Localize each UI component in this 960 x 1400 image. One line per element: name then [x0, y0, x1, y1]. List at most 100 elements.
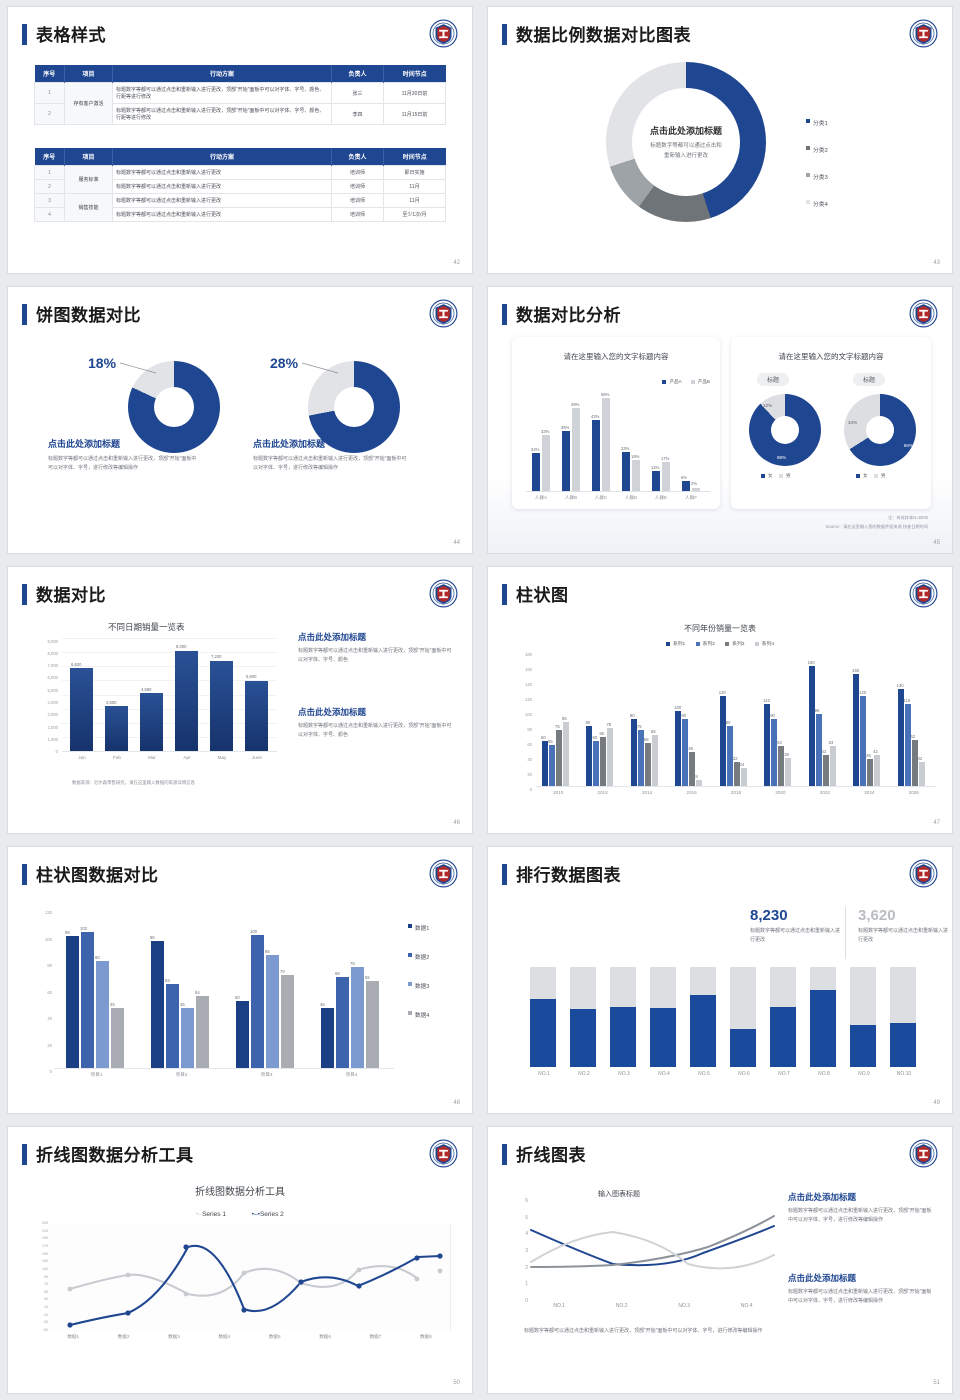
action-plan-table-2[interactable]: 序号 项目 行动方案 负责人 时间节点 1 服务标准 标题数字等都可以通过点击和… — [34, 148, 446, 222]
chart-legend: 分类1 分类2 分类3 分类4 — [806, 112, 828, 211]
legend-item[interactable]: 数据4 — [408, 1004, 429, 1022]
bar — [366, 981, 379, 1068]
slide-header: 数据比例数据对比图表 — [502, 19, 938, 51]
slide-45[interactable]: 数据对比分析 请在这里输入您的文字标题内容 产品A 产品B — [487, 286, 953, 554]
ranking-bar-track — [570, 967, 596, 1067]
bar — [682, 718, 689, 786]
card-title: 请在这里输入您的文字标题内容 — [778, 352, 884, 361]
table-row[interactable]: 1 服务标准 标题数字等都可以通过点击和重新输入进行更改 培训师 即日实施 — [34, 165, 446, 194]
bar — [166, 984, 179, 1068]
bar-value: 8,000 — [176, 644, 187, 650]
y-tick: 160 — [525, 667, 532, 672]
slide-49[interactable]: 排行数据图表 8,230 标题数字等都可以通过点击和重新输入进行更改 3,620 — [487, 846, 953, 1114]
bar — [740, 768, 747, 786]
y-tick: 180 — [525, 652, 532, 657]
slide-42[interactable]: 表格样式 序号 项目 行动方案 负责人 — [7, 6, 473, 274]
slide-44[interactable]: 饼图数据对比 18% 点击此处添加标题 标题数字等都可以通过点击和重新输入进行更… — [7, 286, 473, 554]
y-tick: 150 — [42, 1251, 48, 1256]
y-tick: 120 — [45, 910, 52, 915]
bar — [245, 680, 268, 751]
legend-item[interactable]: 分类4 — [806, 193, 828, 211]
slide-50[interactable]: 折线图数据分析工具 折线图数据分析工具 •–Series 1 •–•Series… — [7, 1126, 473, 1394]
bar-value: 22% — [531, 447, 540, 452]
bar-value: 90 — [629, 712, 635, 718]
cell-owner: 培训师 — [331, 165, 384, 180]
y-tick: 100 — [45, 937, 52, 942]
slide-header: 柱状图数据对比 — [22, 859, 458, 891]
category-label: NO.6 — [738, 1071, 750, 1077]
category-label: 数据4 — [218, 1334, 231, 1339]
bar — [662, 462, 670, 491]
bar-value: 62 — [910, 733, 916, 739]
legend-marker-series2: •–• — [251, 1211, 260, 1218]
bar — [897, 688, 904, 786]
badge-1: 标题 — [757, 373, 790, 386]
side-heading-1: 点击此处添加标题 — [788, 1192, 857, 1202]
ranking-bar-fill — [770, 1007, 796, 1067]
bar — [652, 471, 660, 491]
y-tick: 40 — [527, 757, 532, 762]
page-number: 42 — [453, 260, 460, 266]
legend-swatch-icon — [408, 952, 412, 957]
bar — [542, 435, 550, 491]
pie-heading-2: 点击此处添加标题 — [253, 439, 326, 449]
stat-divider — [845, 907, 846, 959]
ranking-bar-track — [530, 967, 556, 1067]
line-category-axis: 数据1 数据2 数据3 数据4 数据5 数据6 数据7 数据8 — [48, 1334, 451, 1344]
bar — [815, 714, 822, 786]
legend-swatch-icon — [662, 379, 667, 384]
cell-no: 4 — [34, 207, 65, 222]
slide-47[interactable]: 柱状图 不同年份销量一览表 系列1 系列2 系列3 系列4 0 — [487, 566, 953, 834]
page-number: 47 — [933, 820, 940, 826]
page-title: 数据对比 — [36, 586, 106, 605]
bar-value: 90 — [770, 712, 775, 718]
bar-category-axis: 项目1 项目2 项目3 项目4 — [54, 1072, 394, 1082]
legend-item[interactable]: 数据1 — [408, 917, 429, 935]
legend-item[interactable]: 分类3 — [806, 166, 828, 184]
table-row[interactable]: 2 标题数字等都可以通过点击和重新输入进行更改，顶部“开始”面板中可以对字体、字… — [34, 103, 446, 125]
legend-item[interactable]: 数据2 — [408, 946, 429, 964]
legend-item[interactable]: 分类2 — [806, 139, 828, 157]
bar — [719, 696, 726, 786]
y-axis: 0 1,000 2,000 3,000 4,000 5,000 6,000 7,… — [26, 639, 60, 760]
th-plan: 行动方案 — [112, 65, 332, 83]
slide-46[interactable]: 数据对比 不同日期销量一览表 0 1,000 2,000 3,000 4,000 — [7, 566, 473, 834]
bar-value: 120 — [718, 690, 726, 695]
cell-no: 2 — [34, 103, 65, 125]
table-row[interactable]: 3 销售技能 标题数字等都可以通过点击和重新输入进行更改 培训师 11月 — [34, 193, 446, 222]
category-label: Apr — [183, 755, 191, 760]
legend-item[interactable]: 数据3 — [408, 975, 429, 993]
bar-value: 55 — [548, 738, 553, 744]
action-plan-table-1[interactable]: 序号 项目 行动方案 负责人 时间节点 1 存有客户激活 标题数字等都可以通过点… — [34, 65, 446, 125]
slice-value: 66% — [903, 443, 913, 448]
legend-label: 系列3 — [732, 642, 745, 647]
y-tick: 80 — [47, 963, 52, 968]
donut-left: 12% 88% — [749, 394, 821, 466]
ranking-bar-track — [730, 967, 756, 1067]
cell-plan: 标题数字等都可以通过点击和重新输入进行更改 — [112, 165, 332, 180]
title-accent-bar — [22, 304, 27, 325]
th-owner: 负责人 — [331, 148, 384, 166]
table-row[interactable]: 4 标题数字等都可以通过点击和重新输入进行更改 培训师 至少1次/月 — [34, 207, 446, 222]
legend-label: 系列1 — [672, 642, 686, 647]
ranking-bar-track — [890, 967, 916, 1067]
y-tick: 110 — [42, 1266, 48, 1271]
slide-48[interactable]: 柱状图数据对比 0 20 40 60 80 100 120 — [7, 846, 473, 1114]
legend-label: 男 — [880, 473, 886, 478]
slide-43[interactable]: 数据比例数据对比图表 点击此处添加标题 标题数字等都可以通过点击和 重新输入进行… — [487, 6, 953, 274]
title-accent-bar — [502, 1144, 507, 1165]
bar-value: 130 — [896, 682, 904, 688]
bar-value: 12% — [651, 465, 660, 470]
table-row[interactable]: 1 存有客户激活 标题数字等都可以通过点击和重新输入进行更改，顶部“开始”面板中… — [34, 82, 446, 125]
legend-swatch-icon — [806, 118, 810, 123]
legend-item[interactable]: 分类1 — [806, 112, 828, 130]
bar-value: 35% — [561, 425, 570, 430]
donut-chart-card: 请在这里输入您的文字标题内容 标题 12% 88% 女 男 标题 34% 66%… — [731, 337, 931, 509]
cell-group-label: 存有客户激活 — [64, 82, 113, 125]
stat-desc: 标题数字等都可以通过点击和重新输入进行更改 — [858, 928, 949, 943]
y-tick: 9,000 — [47, 639, 58, 644]
chart-legend: 数据1 数据2 数据3 数据4 — [408, 917, 429, 1022]
legend-swatch-icon — [665, 641, 670, 646]
